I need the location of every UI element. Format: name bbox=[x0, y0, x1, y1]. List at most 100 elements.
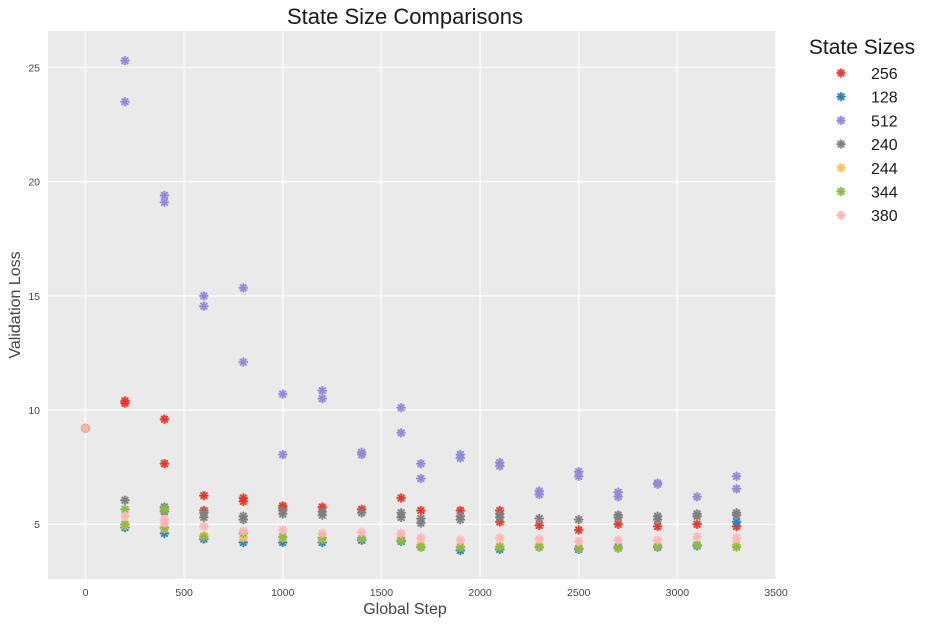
legend-label: 244 bbox=[871, 161, 898, 178]
data-point-240 bbox=[652, 514, 663, 525]
data-point-512 bbox=[199, 301, 209, 311]
data-point-512 bbox=[199, 291, 209, 301]
legend-title: State Sizes bbox=[809, 36, 915, 59]
data-point-380 bbox=[317, 528, 328, 539]
data-point-344 bbox=[120, 519, 130, 530]
data-point-512 bbox=[416, 473, 426, 484]
data-point-380 bbox=[494, 533, 505, 543]
data-point-512 bbox=[159, 190, 170, 201]
data-point-240 bbox=[356, 507, 367, 518]
data-point-240 bbox=[416, 518, 426, 528]
data-point-344 bbox=[494, 542, 505, 552]
legend-item-240: 240 bbox=[836, 137, 898, 154]
data-point-240 bbox=[534, 513, 545, 524]
legend-item-244: 244 bbox=[836, 161, 898, 178]
legend-label: 344 bbox=[871, 185, 898, 202]
data-point-344 bbox=[731, 542, 742, 552]
plot-area bbox=[48, 31, 776, 579]
data-point-256 bbox=[159, 458, 170, 469]
data-point-256 bbox=[396, 493, 406, 503]
data-point-380 bbox=[199, 521, 209, 532]
data-point-512 bbox=[613, 491, 623, 502]
x-tick-label: 0 bbox=[83, 587, 89, 599]
data-point-256 bbox=[692, 519, 702, 530]
data-point-380 bbox=[613, 535, 623, 545]
data-point-240 bbox=[396, 512, 406, 523]
data-point-240 bbox=[692, 511, 702, 522]
y-tick-label: 15 bbox=[28, 291, 40, 303]
data-point-256 bbox=[573, 525, 584, 535]
data-point-256 bbox=[613, 519, 623, 530]
data-points bbox=[80, 55, 742, 556]
data-point-256 bbox=[199, 490, 209, 501]
data-point-380 bbox=[731, 533, 742, 543]
legend-item-344: 344 bbox=[836, 185, 898, 202]
data-point-512 bbox=[534, 489, 545, 500]
data-point-512 bbox=[238, 283, 249, 293]
y-tick-label: 25 bbox=[28, 63, 40, 75]
data-point-256 bbox=[159, 414, 170, 424]
data-point-380 bbox=[120, 511, 130, 522]
data-point-512 bbox=[277, 449, 288, 460]
y-tick-label: 5 bbox=[34, 519, 40, 531]
x-tick-label: 3500 bbox=[764, 587, 788, 599]
legend-item-512: 512 bbox=[836, 113, 898, 130]
x-tick-label: 1500 bbox=[370, 587, 394, 599]
data-point-344 bbox=[613, 543, 623, 553]
legend-label: 256 bbox=[871, 66, 898, 83]
data-point-512 bbox=[317, 385, 328, 396]
data-point-380 bbox=[356, 527, 367, 537]
data-point-380 bbox=[692, 531, 702, 542]
data-point-240 bbox=[613, 512, 623, 523]
data-point-380 bbox=[652, 535, 663, 545]
data-point-512 bbox=[159, 197, 170, 208]
data-point-512 bbox=[731, 484, 742, 494]
data-point-512 bbox=[356, 449, 367, 460]
legend-label: 380 bbox=[871, 208, 898, 225]
y-tick-labels: 5 10 15 20 25 bbox=[28, 63, 40, 532]
data-point-344 bbox=[534, 542, 545, 552]
data-point-512 bbox=[120, 55, 130, 66]
data-point-380 bbox=[396, 528, 406, 539]
data-point-344 bbox=[159, 504, 170, 515]
data-point-256 bbox=[416, 505, 426, 516]
data-point-512 bbox=[416, 458, 426, 469]
data-point-380 bbox=[534, 534, 545, 544]
data-point-240 bbox=[731, 510, 742, 520]
x-axis-label: Global Step bbox=[363, 601, 447, 618]
data-point-240 bbox=[317, 510, 328, 520]
data-point-380 bbox=[416, 533, 426, 543]
data-point-344 bbox=[396, 535, 406, 545]
legend-label: 240 bbox=[871, 137, 898, 154]
legend-item-380: 380 bbox=[836, 208, 898, 225]
data-point-512 bbox=[455, 453, 466, 463]
legend-item-256: 256 bbox=[836, 66, 898, 83]
data-point-240 bbox=[573, 514, 584, 525]
x-tick-label: 500 bbox=[175, 587, 193, 599]
data-point-344 bbox=[573, 543, 584, 553]
x-tick-label: 2500 bbox=[567, 587, 591, 599]
grid-lines bbox=[48, 31, 777, 579]
data-point-380 bbox=[80, 423, 91, 434]
data-point-512 bbox=[494, 461, 505, 471]
data-point-240 bbox=[238, 514, 249, 525]
x-tick-label: 3000 bbox=[666, 587, 690, 599]
data-point-512 bbox=[692, 491, 702, 502]
data-point-256 bbox=[455, 505, 466, 516]
legend-label: 128 bbox=[871, 90, 898, 107]
data-point-380 bbox=[573, 536, 584, 547]
data-point-512 bbox=[573, 471, 584, 482]
data-point-380 bbox=[159, 518, 170, 528]
data-point-240 bbox=[494, 512, 505, 523]
data-point-256 bbox=[652, 521, 663, 532]
data-point-512 bbox=[120, 96, 130, 107]
legend-label: 512 bbox=[871, 113, 898, 130]
x-tick-labels: 0 500 1000 1500 2000 2500 3000 3500 bbox=[83, 587, 788, 599]
data-point-240 bbox=[120, 495, 130, 506]
data-point-256 bbox=[534, 520, 545, 531]
data-point-512 bbox=[652, 479, 663, 490]
x-tick-label: 2000 bbox=[468, 587, 492, 599]
chart-title: State Size Comparisons bbox=[287, 4, 523, 29]
data-point-344 bbox=[692, 539, 702, 550]
